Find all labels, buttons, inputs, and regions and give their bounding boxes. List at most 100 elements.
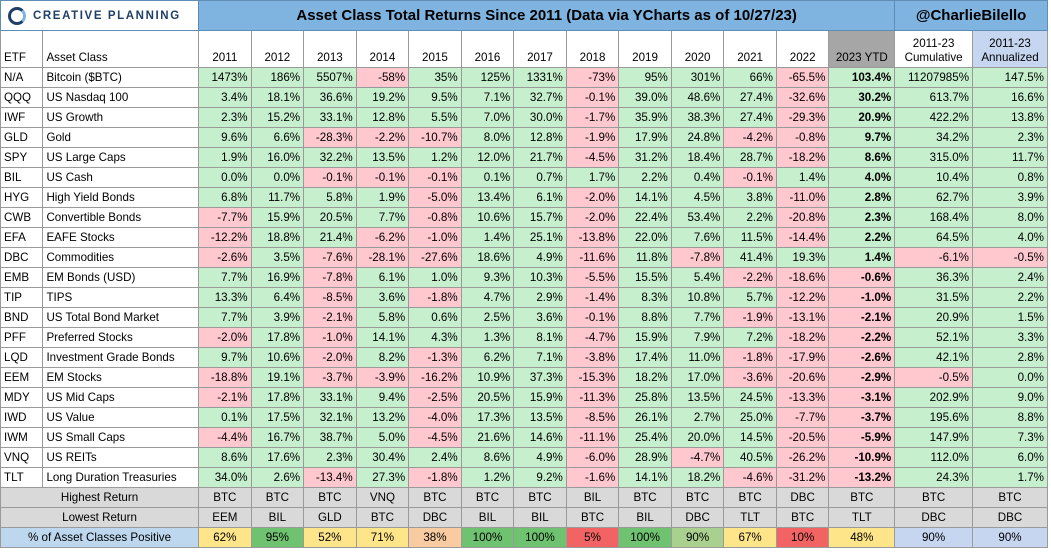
annual-return-cell: 20.5%: [303, 207, 357, 228]
table-row: GLD Gold 9.6% 6.6% -28.3% -2.2% -10.7% 8.0% 12.8…: [0, 127, 1048, 148]
cumulative-return-cell: 168.4%: [894, 207, 973, 228]
ytd-return-cell: -13.2%: [828, 467, 896, 488]
ytd-return-cell: -3.7%: [828, 407, 896, 428]
highest-summary-label: Highest Return: [0, 487, 200, 508]
positive-summary-label: % of Asset Classes Positive: [0, 527, 200, 548]
header-year: 2022: [775, 30, 830, 68]
lowest-summary-cumulative: DBC: [894, 507, 973, 528]
annual-return-cell: 3.8%: [723, 187, 777, 208]
lowest-summary-cell: GLD: [303, 507, 357, 528]
annual-return-cell: 14.5%: [723, 427, 777, 448]
ytd-return-cell: 9.7%: [828, 127, 896, 148]
annual-return-cell: -3.6%: [723, 367, 777, 388]
annual-return-cell: -8.5%: [565, 407, 620, 428]
cumulative-return-cell: 147.9%: [894, 427, 973, 448]
annual-return-cell: 66%: [723, 67, 777, 88]
annual-return-cell: -7.6%: [303, 247, 357, 268]
logo: CREATIVE PLANNING: [0, 0, 200, 31]
annual-return-cell: -13.1%: [775, 307, 830, 328]
positive-summary-cell: 100%: [513, 527, 567, 548]
annual-return-cell: 5.5%: [408, 107, 462, 128]
annual-return-cell: -16.2%: [408, 367, 462, 388]
etf-ticker: PFF: [0, 327, 44, 348]
annual-return-cell: 7.9%: [670, 327, 725, 348]
annual-return-cell: -11.3%: [565, 387, 620, 408]
annual-return-cell: 11.0%: [670, 347, 725, 368]
annual-return-cell: 2.9%: [513, 287, 567, 308]
annual-return-cell: 8.6%: [198, 447, 252, 468]
etf-ticker: TLT: [0, 467, 44, 488]
annual-return-cell: -3.7%: [303, 367, 357, 388]
annual-return-cell: 3.6%: [355, 287, 410, 308]
etf-ticker: CWB: [0, 207, 44, 228]
annual-return-cell: 18.6%: [460, 247, 515, 268]
cumulative-return-cell: 422.2%: [894, 107, 973, 128]
annual-return-cell: -11.0%: [775, 187, 830, 208]
asset-class-name: Gold: [42, 127, 200, 148]
asset-class-name: US REITs: [42, 447, 200, 468]
annual-return-cell: 12.8%: [513, 127, 567, 148]
annualized-return-cell: 1.7%: [972, 467, 1048, 488]
ytd-return-cell: -2.9%: [828, 367, 896, 388]
annual-return-cell: 40.5%: [723, 447, 777, 468]
annual-return-cell: 8.2%: [355, 347, 410, 368]
highest-summary-cell: BTC: [828, 487, 896, 508]
annual-return-cell: -28.1%: [355, 247, 410, 268]
annualized-return-cell: 2.8%: [972, 347, 1048, 368]
annual-return-cell: 13.5%: [513, 407, 567, 428]
asset-class-name: US Large Caps: [42, 147, 200, 168]
annual-return-cell: 17.0%: [670, 367, 725, 388]
positive-summary-cell: 67%: [723, 527, 777, 548]
annual-return-cell: 0.1%: [460, 167, 515, 188]
annualized-return-cell: 0.0%: [972, 367, 1048, 388]
lowest-summary-cell: DBC: [670, 507, 725, 528]
annual-return-cell: 1.0%: [408, 267, 462, 288]
header-year: 2016: [460, 30, 515, 68]
annual-return-cell: -2.2%: [355, 127, 410, 148]
annual-return-cell: 17.8%: [250, 387, 305, 408]
annual-return-cell: 21.4%: [303, 227, 357, 248]
etf-ticker: BIL: [0, 167, 44, 188]
highest-summary-cell: DBC: [775, 487, 830, 508]
annual-return-cell: 14.6%: [513, 427, 567, 448]
asset-class-name: US Mid Caps: [42, 387, 200, 408]
annual-return-cell: -15.3%: [565, 367, 620, 388]
column-header-row: ETF Asset Class 2011 2012 2013 2014 2015 2016…: [0, 30, 1048, 68]
header-year: 2019: [618, 30, 672, 68]
annual-return-cell: -0.1%: [723, 167, 777, 188]
highest-summary-cell: BTC: [303, 487, 357, 508]
annual-return-cell: 1.3%: [460, 327, 515, 348]
header-year: 2021: [723, 30, 777, 68]
highest-summary-annualized: BTC: [972, 487, 1048, 508]
annual-return-cell: -20.8%: [775, 207, 830, 228]
annual-return-cell: 2.2%: [618, 167, 672, 188]
asset-class-name: Convertible Bonds: [42, 207, 200, 228]
annual-return-cell: -4.4%: [198, 427, 252, 448]
annual-return-cell: 27.3%: [355, 467, 410, 488]
header-year: 2014: [355, 30, 410, 68]
positive-summary-annualized: 90%: [972, 527, 1048, 548]
annualized-return-cell: 9.0%: [972, 387, 1048, 408]
table-row: IWD US Value 0.1% 17.5% 32.1% 13.2% -4.0% 17.3%…: [0, 407, 1048, 428]
annual-return-cell: 22.0%: [618, 227, 672, 248]
header-year: 2011: [198, 30, 252, 68]
annual-return-cell: 37.3%: [513, 367, 567, 388]
etf-ticker: LQD: [0, 347, 44, 368]
table-row: N/A Bitcoin ($BTC) 1473% 186% 5507% -58% 35% 12…: [0, 67, 1048, 88]
annual-return-cell: 4.3%: [408, 327, 462, 348]
annual-return-cell: 28.9%: [618, 447, 672, 468]
annual-return-cell: 13.5%: [355, 147, 410, 168]
author-handle: @CharlieBilello: [894, 0, 1048, 31]
annualized-return-cell: 4.0%: [972, 227, 1048, 248]
etf-ticker: GLD: [0, 127, 44, 148]
annual-return-cell: -2.2%: [723, 267, 777, 288]
annual-return-cell: -1.6%: [565, 467, 620, 488]
header-annualized-line2: Annualized: [981, 51, 1039, 64]
annual-return-cell: 41.4%: [723, 247, 777, 268]
lowest-summary-cell: BIL: [513, 507, 567, 528]
table-row: VNQ US REITs 8.6% 17.6% 2.3% 30.4% 2.4% 8.6% 4.9…: [0, 447, 1048, 468]
positive-summary-cell: 71%: [355, 527, 410, 548]
annual-return-cell: 10.3%: [513, 267, 567, 288]
lowest-summary-cell: EEM: [198, 507, 252, 528]
annual-return-cell: 7.7%: [198, 267, 252, 288]
